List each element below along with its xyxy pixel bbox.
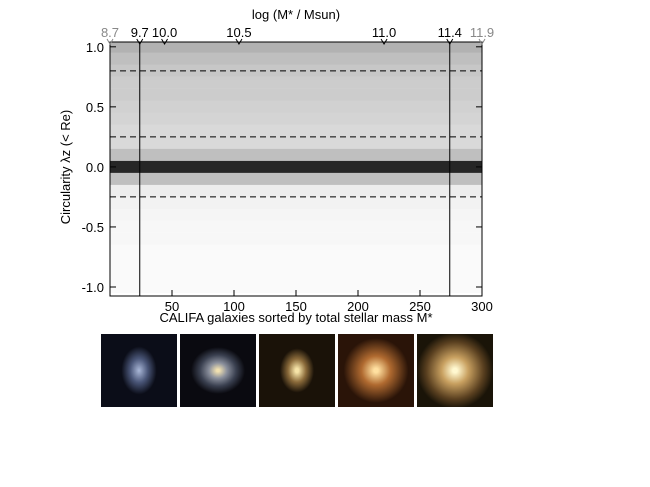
galaxy-image	[417, 334, 493, 407]
top-tick	[380, 38, 388, 45]
density-row	[110, 269, 482, 281]
density-row	[110, 172, 482, 185]
density-row	[110, 196, 482, 209]
density-row	[110, 42, 482, 53]
top-tick	[106, 38, 114, 45]
y-tick-label: 1.0	[86, 40, 104, 55]
y-tick-label: 0.5	[86, 100, 104, 115]
y-tick-label: -0.5	[82, 220, 104, 235]
top-tick	[446, 38, 454, 45]
density-row	[110, 136, 482, 149]
density-row	[110, 233, 482, 245]
density-row	[110, 245, 482, 257]
x-tick-label: 250	[409, 299, 431, 314]
top-tick	[136, 38, 144, 45]
top-tick	[161, 38, 168, 45]
y-axis-title: Circularity λz (< Re)	[58, 110, 73, 225]
density-row	[110, 124, 482, 137]
density-row	[110, 257, 482, 269]
y-tick-label: -1.0	[82, 280, 104, 295]
density-row	[110, 76, 482, 89]
density-row	[110, 208, 482, 221]
density-row	[110, 52, 482, 65]
density-row	[110, 148, 482, 161]
x-tick-label: 200	[347, 299, 369, 314]
top-tick-label: 10.5	[226, 25, 251, 40]
galaxy-image	[180, 334, 256, 407]
top-tick-label: 8.7	[101, 25, 119, 40]
top-tick-label: 10.0	[152, 25, 177, 40]
density-row	[110, 100, 482, 113]
top-tick-label: 11.0	[372, 25, 396, 40]
x-tick-label: 50	[165, 299, 179, 314]
top-tick	[478, 38, 486, 45]
y-tick-label: 0.0	[86, 160, 104, 175]
top-tick	[235, 38, 243, 45]
density-row	[110, 221, 482, 233]
x-axis-title: CALIFA galaxies sorted by total stellar …	[159, 310, 432, 325]
galaxy-image	[338, 334, 414, 407]
density-row	[110, 88, 482, 101]
density-row	[110, 184, 482, 197]
chart: log (M* / Msun) CALIFA galaxies sorted b…	[58, 7, 494, 325]
x-tick-label: 300	[471, 299, 493, 314]
top-axis-title: log (M* / Msun)	[252, 7, 340, 22]
top-tick-label: 9.7	[131, 25, 149, 40]
top-tick-label: 11.4	[438, 25, 462, 40]
galaxy-image	[259, 334, 335, 407]
density-row	[110, 112, 482, 125]
density-row	[110, 160, 482, 173]
galaxy-image	[101, 334, 177, 407]
x-tick-label: 150	[285, 299, 307, 314]
x-tick-label: 100	[223, 299, 245, 314]
top-tick-label: 11.9	[470, 25, 494, 40]
